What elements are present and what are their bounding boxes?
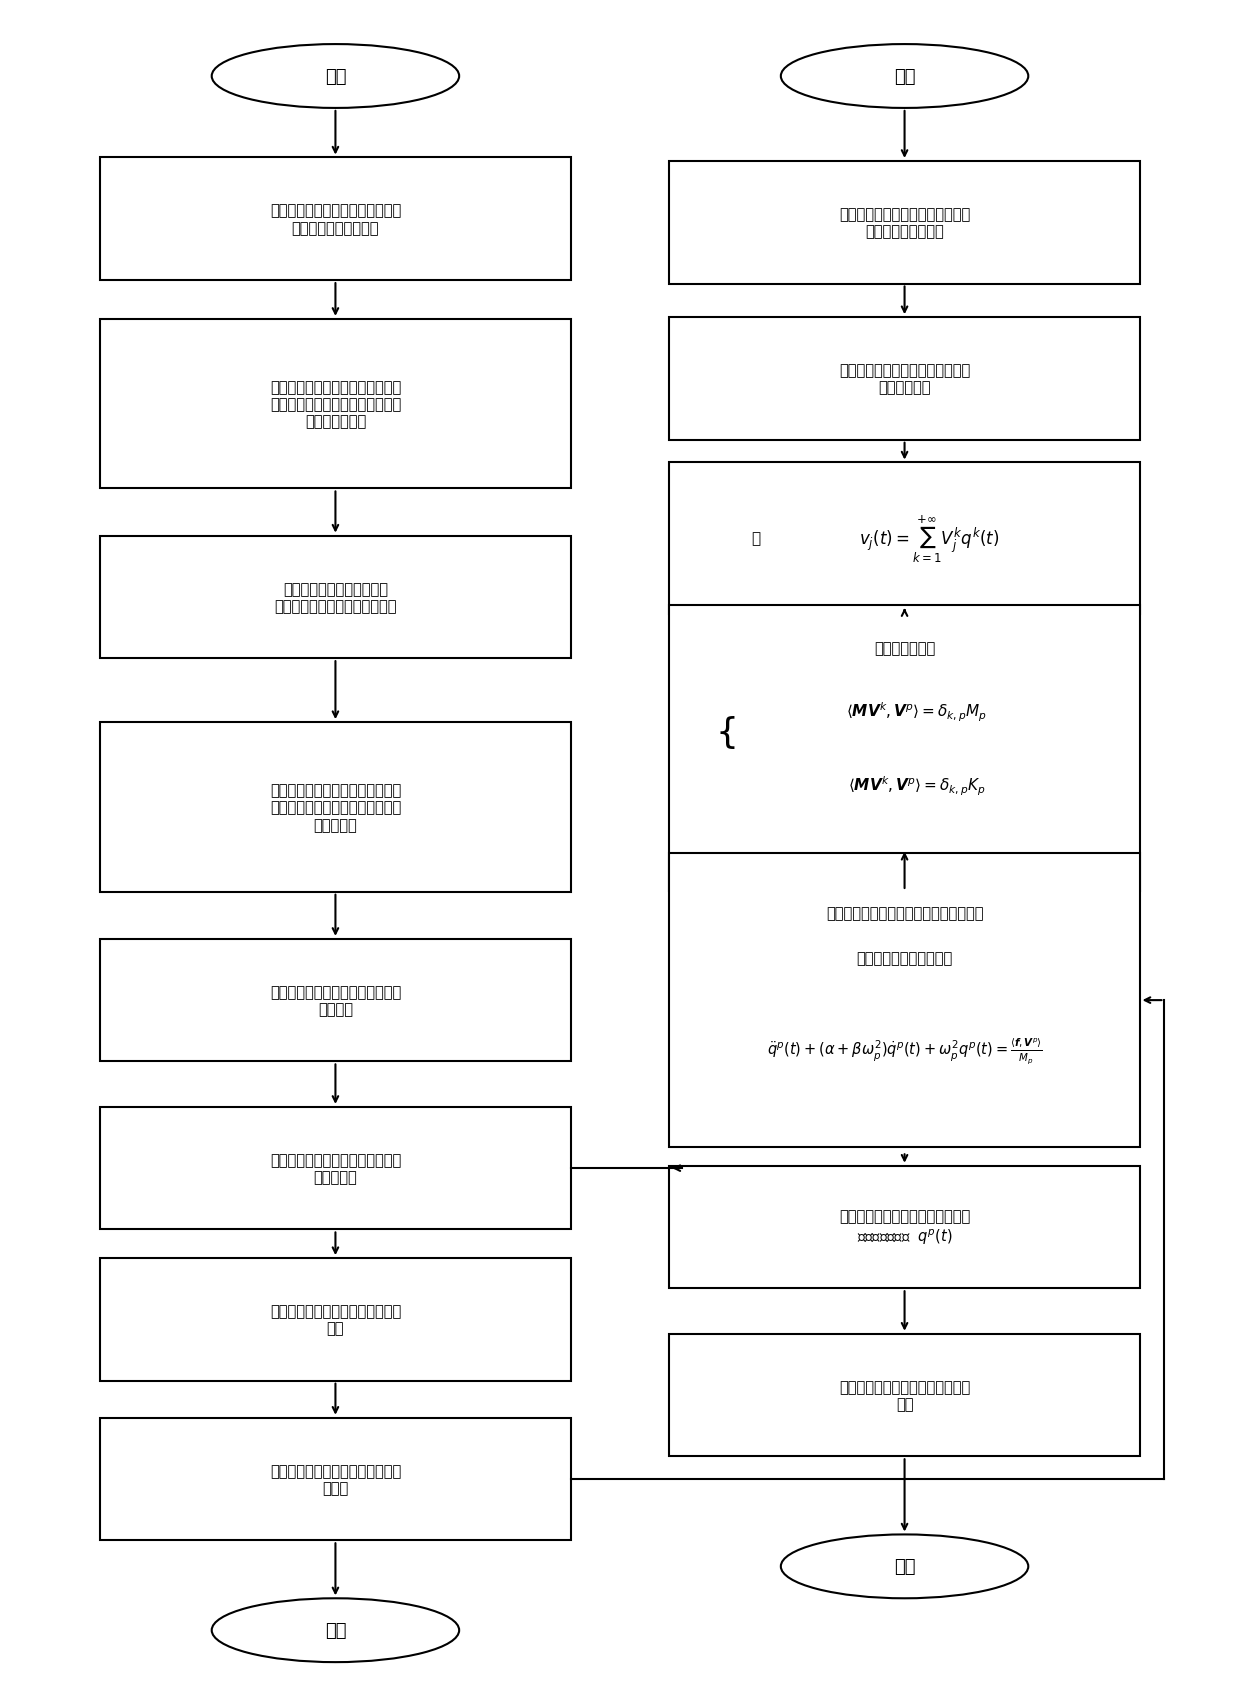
FancyBboxPatch shape <box>100 320 570 489</box>
FancyBboxPatch shape <box>100 537 570 659</box>
Text: 转动关节等效成空间弹性铰元件；
机械连杆等效成一端输入一端输出
的空间刚体元件: 转动关节等效成空间弹性铰元件； 机械连杆等效成一端输入一端输出 的空间刚体元件 <box>270 380 401 429</box>
Text: $\{$: $\{$ <box>715 713 735 750</box>
Text: $\langle \boldsymbol{MV}^k, \boldsymbol{V}^p \rangle = \delta_{k,p} M_p$: $\langle \boldsymbol{MV}^k, \boldsymbol{… <box>847 700 987 723</box>
Text: 求解特征方程得到工业机器人固有
频率: 求解特征方程得到工业机器人固有 频率 <box>270 1304 401 1336</box>
Text: 通过数值积分方法，求解系统任意
时刻的广义坐标  $q^p(t)$: 通过数值积分方法，求解系统任意 时刻的广义坐标 $q^p(t)$ <box>839 1208 970 1246</box>
FancyBboxPatch shape <box>670 318 1140 441</box>
Ellipse shape <box>781 1534 1028 1598</box>
FancyBboxPatch shape <box>100 158 570 281</box>
Text: 开始: 开始 <box>894 67 915 86</box>
FancyBboxPatch shape <box>670 606 1140 891</box>
Text: 根据工业机器人当前位姿确定系统
边界条件: 根据工业机器人当前位姿确定系统 边界条件 <box>270 984 401 1016</box>
FancyBboxPatch shape <box>670 1334 1140 1457</box>
Text: 根据系统传递方向拼装各元件传递
矩阵和传递方程，形成总传递矩阵
和传递方程: 根据系统传递方向拼装各元件传递 矩阵和传递方程，形成总传递矩阵 和传递方程 <box>270 782 401 833</box>
Text: 结束: 结束 <box>894 1558 915 1576</box>
Ellipse shape <box>212 1598 459 1662</box>
Text: 建立工业机器人力学模型，系统化
整为零，确定状态矢量: 建立工业机器人力学模型，系统化 整为零，确定状态矢量 <box>270 204 401 235</box>
Text: $v_j(t) = \sum_{k=1}^{+\infty}V_j^k q^k(t)$: $v_j(t) = \sum_{k=1}^{+\infty}V_j^k q^k(… <box>859 513 999 565</box>
FancyBboxPatch shape <box>100 1418 570 1541</box>
Text: 建立各元件的动力学模型；
确定各元件传递矩阵和传递方程: 建立各元件的动力学模型； 确定各元件传递矩阵和传递方程 <box>274 582 397 614</box>
Text: 联立体元件动力学方程组成机器人
系统的体动力学方程: 联立体元件动力学方程组成机器人 系统的体动力学方程 <box>839 207 970 239</box>
Ellipse shape <box>781 45 1028 109</box>
Text: $\ddot{q}^p(t)+(\alpha+\beta\omega_p^2)\dot{q}^p(t)+\omega_p^2 q^p(t)=\frac{\lan: $\ddot{q}^p(t)+(\alpha+\beta\omega_p^2)\… <box>766 1036 1043 1066</box>
Text: 建立正交性条件: 建立正交性条件 <box>874 641 935 656</box>
FancyBboxPatch shape <box>670 463 1140 614</box>
Text: 开始: 开始 <box>325 67 346 86</box>
FancyBboxPatch shape <box>100 723 570 891</box>
Text: 令: 令 <box>751 532 760 547</box>
Text: 求解各元件状态矢量得到系统的特
征矢量: 求解各元件状态矢量得到系统的特 征矢量 <box>270 1463 401 1495</box>
Text: 拼接体元件的线位移与角位移组成
增广特征矢量: 拼接体元件的线位移与角位移组成 增广特征矢量 <box>839 363 970 395</box>
Text: 解耦的广义坐标微分方程: 解耦的广义坐标微分方程 <box>857 950 952 965</box>
Text: 结束: 结束 <box>325 1621 346 1640</box>
FancyBboxPatch shape <box>670 161 1140 284</box>
Text: 利用工业机器人体元件方程的正交性得到: 利用工业机器人体元件方程的正交性得到 <box>826 905 983 920</box>
FancyBboxPatch shape <box>100 1107 570 1230</box>
Text: 利用模态叠加原理，求解系统振动
响应: 利用模态叠加原理，求解系统振动 响应 <box>839 1379 970 1411</box>
FancyBboxPatch shape <box>670 853 1140 1147</box>
FancyBboxPatch shape <box>670 1166 1140 1288</box>
Text: 根据边界条件确定工业机器人系统
的特征方程: 根据边界条件确定工业机器人系统 的特征方程 <box>270 1152 401 1184</box>
FancyBboxPatch shape <box>100 1258 570 1381</box>
Text: $\langle \boldsymbol{MV}^k, \boldsymbol{V}^p \rangle = \delta_{k,p} K_p$: $\langle \boldsymbol{MV}^k, \boldsymbol{… <box>848 774 986 797</box>
FancyBboxPatch shape <box>100 939 570 1061</box>
Ellipse shape <box>212 45 459 109</box>
